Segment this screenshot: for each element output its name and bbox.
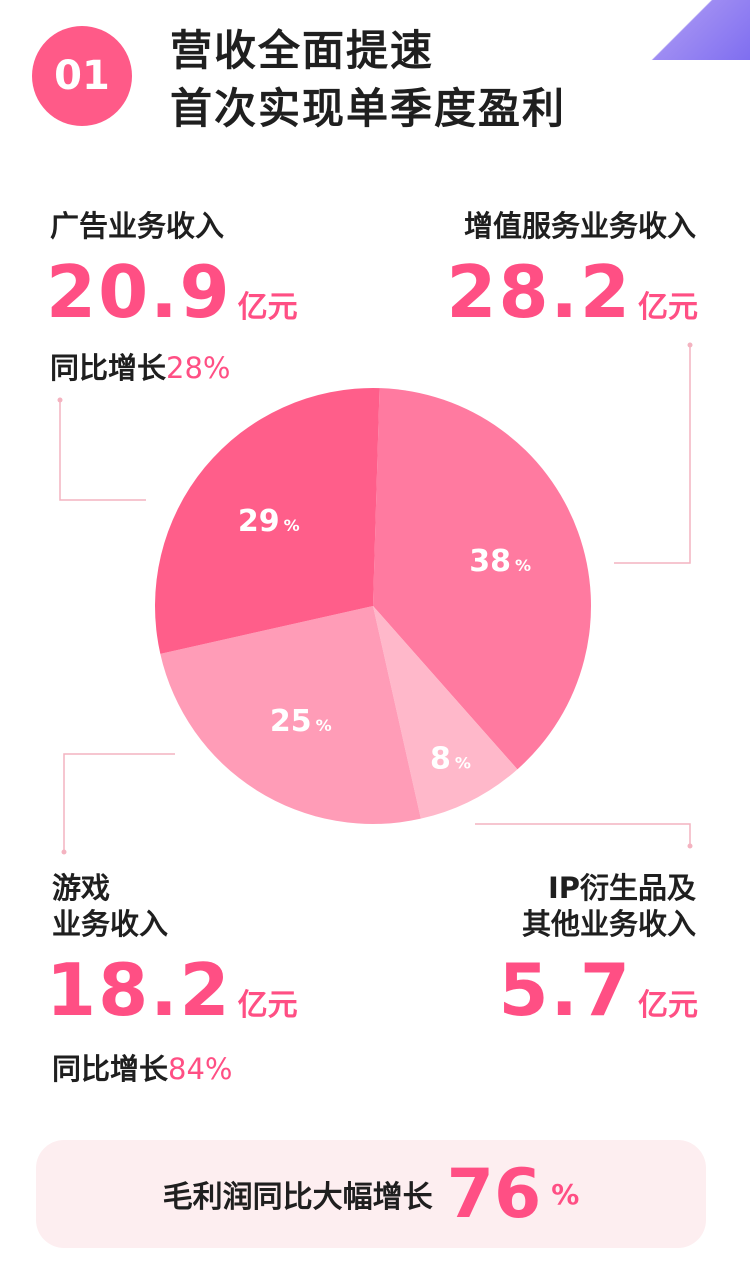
ads-revenue-unit: 亿元: [237, 290, 298, 325]
pie-slice-ip: [373, 606, 518, 819]
section-number: 01: [54, 53, 110, 99]
leader-dot-games: [61, 849, 67, 855]
leader-dot-ip: [687, 843, 693, 849]
pie-label-vas: 38%: [469, 544, 531, 579]
gross-profit-text: 毛利润同比大幅增长: [162, 1180, 433, 1215]
gross-profit-value: 76: [446, 1154, 542, 1234]
ads-revenue: 20.9 亿元: [46, 250, 298, 334]
ip-revenue: 5.7 亿元: [498, 948, 698, 1032]
title-line-2: 首次实现单季度盈利: [170, 84, 567, 133]
pie-labels: 38 % 8 % 25 % 29%: [238, 504, 531, 776]
pie-slices: [154, 387, 592, 824]
ip-label-line-1: IP衍生品及: [547, 871, 696, 905]
leader-dot-ads: [57, 397, 63, 403]
ip-revenue-unit: 亿元: [638, 988, 698, 1023]
leader-dot-vas: [687, 342, 693, 348]
leader-lines: [57, 342, 693, 855]
games-revenue: 18.2 亿元: [46, 948, 298, 1032]
ads-growth-value: 28%: [166, 351, 231, 385]
pie-slice-games: [160, 606, 421, 824]
games-growth: 同比增长84%: [52, 1046, 232, 1088]
vas-revenue-unit: 亿元: [638, 290, 698, 325]
games-growth-value: 84%: [168, 1052, 233, 1086]
leader-line-ip: [475, 823, 691, 846]
games-growth-label: 同比增长: [52, 1052, 169, 1086]
games-revenue-unit: 亿元: [237, 988, 298, 1023]
games-label: 游戏 业务收入: [52, 870, 168, 942]
games-revenue-value: 18.2: [46, 948, 232, 1032]
pie-label-ip: 8%: [430, 741, 471, 776]
gross-profit-highlight: 毛利润同比大幅增长 76 %: [36, 1140, 706, 1248]
gross-profit-unit: %: [551, 1177, 580, 1211]
ads-revenue-value: 20.9: [46, 250, 232, 334]
games-label-line-1: 游戏: [52, 871, 111, 905]
corner-decoration: [630, 0, 750, 60]
pie-label-ads: 29%: [238, 504, 300, 539]
ads-growth: 同比增长28%: [50, 345, 230, 387]
ads-label: 广告业务收入: [50, 209, 225, 243]
leader-line-games: [63, 753, 175, 852]
ads-growth-label: 同比增长: [50, 351, 167, 385]
ip-label-line-2: 其他业务收入: [521, 907, 696, 941]
vas-revenue: 28.2 亿元: [446, 250, 698, 334]
games-label-line-2: 业务收入: [52, 907, 169, 941]
pie-slice-vas: [373, 388, 592, 770]
vas-label: 增值服务业务收入: [463, 209, 696, 243]
page-title: 营收全面提速 首次实现单季度盈利: [170, 22, 566, 138]
ip-label: IP衍生品及 其他业务收入: [522, 870, 696, 942]
vas-revenue-value: 28.2: [446, 250, 632, 334]
leader-line-ads: [59, 400, 146, 501]
title-line-1: 营收全面提速: [170, 26, 435, 75]
pie-label-games: 25%: [270, 704, 332, 739]
ip-revenue-value: 5.7: [498, 948, 632, 1032]
section-number-badge: 01: [32, 26, 132, 126]
leader-line-vas: [614, 345, 691, 564]
pie-slice-ads: [154, 387, 380, 654]
